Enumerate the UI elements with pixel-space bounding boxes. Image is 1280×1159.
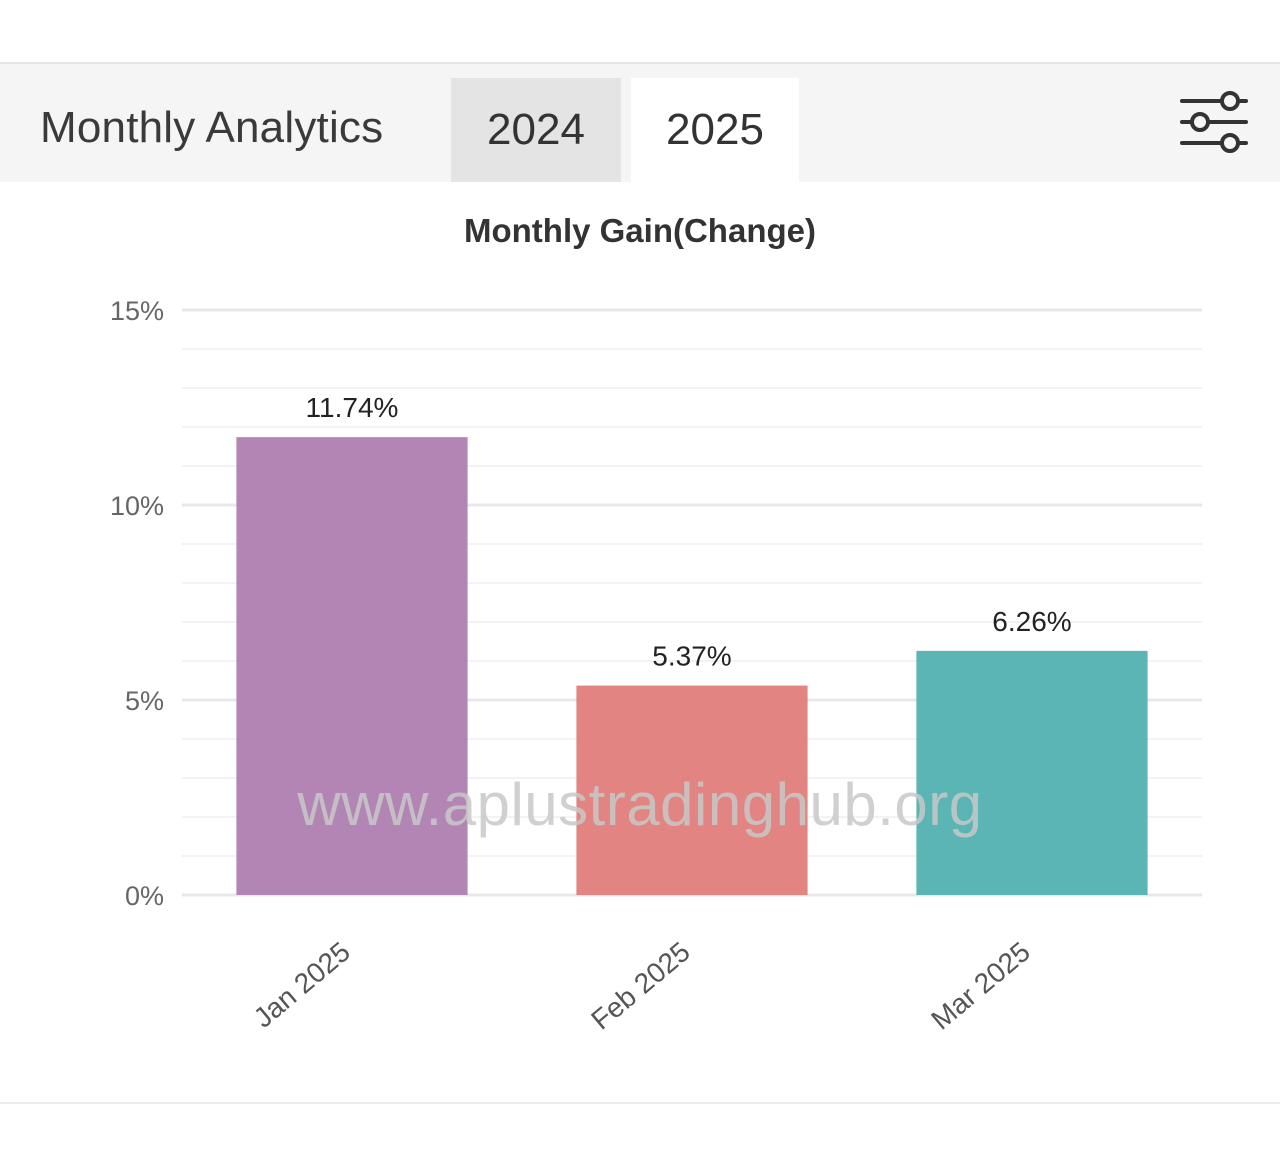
tab-2025[interactable]: 2025 <box>631 78 799 182</box>
y-tick-label: 10% <box>110 491 164 521</box>
sliders-icon <box>1180 91 1248 153</box>
bar-feb-2025 <box>576 685 808 895</box>
chart-title: Monthly Gain(Change) <box>464 212 816 249</box>
page-title: Monthly Analytics <box>40 103 384 152</box>
bar-jan-2025 <box>236 437 468 895</box>
top-divider <box>0 62 1280 64</box>
tab-2024[interactable]: 2024 <box>451 78 621 182</box>
monthly-gain-chart: Monthly Gain(Change) 0% 5% 10% 15% 11.74% Jan … <box>110 212 1202 1036</box>
x-tick-label: Mar 2025 <box>925 936 1036 1036</box>
watermark-text: www.aplustradinghub.org <box>297 771 983 838</box>
y-tick-label: 15% <box>110 296 164 326</box>
bottom-divider <box>0 1102 1280 1104</box>
data-label: 11.74% <box>306 392 399 423</box>
data-label: 5.37% <box>652 641 731 672</box>
bar-mar-2025 <box>916 650 1148 895</box>
x-tick-label: Feb 2025 <box>585 936 696 1036</box>
data-label: 6.26% <box>992 606 1071 637</box>
x-tick-label: Jan 2025 <box>248 936 356 1034</box>
y-tick-label: 0% <box>125 881 164 911</box>
filter-button[interactable] <box>1176 88 1252 158</box>
y-tick-label: 5% <box>125 686 164 716</box>
